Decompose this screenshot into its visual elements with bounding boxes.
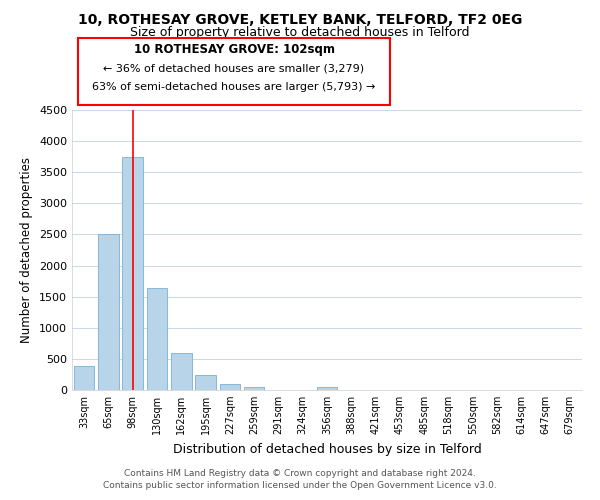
X-axis label: Distribution of detached houses by size in Telford: Distribution of detached houses by size … xyxy=(173,442,481,456)
Text: 63% of semi-detached houses are larger (5,793) →: 63% of semi-detached houses are larger (… xyxy=(92,82,376,92)
Bar xyxy=(171,352,191,390)
Text: 10, ROTHESAY GROVE, KETLEY BANK, TELFORD, TF2 0EG: 10, ROTHESAY GROVE, KETLEY BANK, TELFORD… xyxy=(78,12,522,26)
Text: Contains HM Land Registry data © Crown copyright and database right 2024.: Contains HM Land Registry data © Crown c… xyxy=(124,468,476,477)
Bar xyxy=(220,384,240,390)
Bar xyxy=(74,366,94,390)
Bar xyxy=(244,386,265,390)
Text: Size of property relative to detached houses in Telford: Size of property relative to detached ho… xyxy=(130,26,470,39)
Text: 10 ROTHESAY GROVE: 102sqm: 10 ROTHESAY GROVE: 102sqm xyxy=(133,44,335,57)
Bar xyxy=(146,288,167,390)
Bar xyxy=(317,386,337,390)
Bar xyxy=(195,375,216,390)
Bar xyxy=(122,156,143,390)
Y-axis label: Number of detached properties: Number of detached properties xyxy=(20,157,34,343)
Bar xyxy=(98,234,119,390)
Text: ← 36% of detached houses are smaller (3,279): ← 36% of detached houses are smaller (3,… xyxy=(103,64,365,74)
Text: Contains public sector information licensed under the Open Government Licence v3: Contains public sector information licen… xyxy=(103,481,497,490)
